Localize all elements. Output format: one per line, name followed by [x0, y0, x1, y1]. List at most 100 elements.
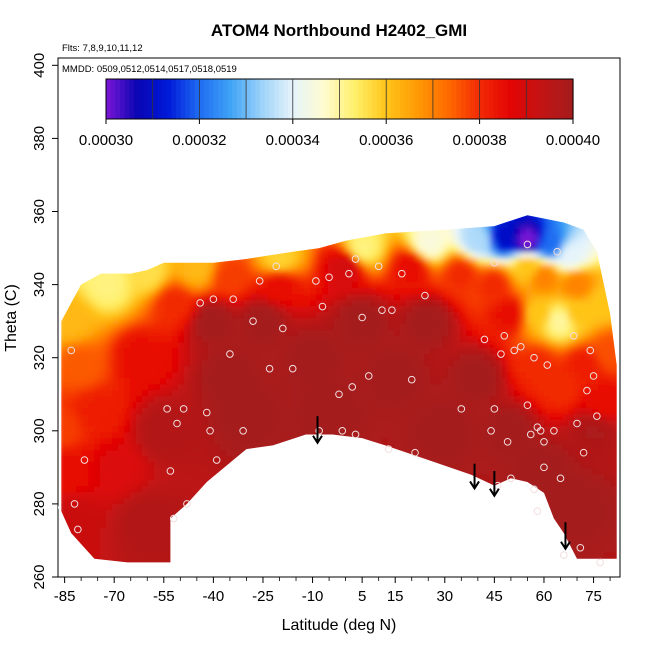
- field-cell: [298, 300, 305, 308]
- field-cell: [64, 288, 71, 296]
- field-cell: [172, 540, 179, 548]
- field-cell: [526, 240, 533, 248]
- field-cell: [238, 366, 245, 374]
- field-cell: [298, 570, 305, 577]
- field-cell: [64, 570, 71, 577]
- field-cell: [184, 480, 191, 488]
- field-cell: [154, 372, 161, 380]
- field-cell: [382, 372, 389, 380]
- field-cell: [112, 414, 119, 422]
- field-cell: [352, 450, 359, 458]
- field-cell: [484, 222, 491, 230]
- field-cell: [394, 510, 401, 518]
- field-cell: [418, 534, 425, 542]
- field-cell: [118, 528, 125, 536]
- field-cell: [508, 402, 515, 410]
- field-cell: [82, 468, 89, 476]
- field-cell: [328, 216, 335, 224]
- field-cell: [412, 312, 419, 320]
- field-cell: [430, 258, 437, 266]
- field-cell: [190, 402, 197, 410]
- field-cell: [322, 342, 329, 350]
- field-cell: [88, 468, 95, 476]
- field-cell: [448, 474, 455, 482]
- field-cell: [490, 324, 497, 332]
- field-cell: [472, 564, 479, 571]
- field-cell: [124, 312, 131, 320]
- field-cell: [448, 402, 455, 410]
- field-cell: [64, 564, 71, 571]
- field-cell: [364, 462, 371, 470]
- field-cell: [388, 216, 395, 224]
- field-cell: [502, 360, 509, 368]
- field-cell: [214, 552, 221, 560]
- field-cell: [262, 528, 269, 536]
- field-cell: [388, 516, 395, 524]
- field-cell: [364, 312, 371, 320]
- field-cell: [76, 390, 83, 398]
- field-cell: [262, 516, 269, 524]
- field-cell: [172, 534, 179, 542]
- field-cell: [520, 306, 527, 314]
- field-cell: [262, 264, 269, 272]
- field-cell: [136, 480, 143, 488]
- field-cell: [448, 498, 455, 506]
- field-cell: [448, 300, 455, 308]
- field-cell: [70, 396, 77, 404]
- field-cell: [214, 264, 221, 272]
- field-cell: [298, 438, 305, 446]
- field-cell: [112, 462, 119, 470]
- field-cell: [358, 414, 365, 422]
- field-cell: [496, 504, 503, 512]
- field-cell: [382, 402, 389, 410]
- field-cell: [196, 215, 203, 218]
- field-cell: [160, 246, 167, 254]
- field-cell: [148, 456, 155, 464]
- field-cell: [274, 402, 281, 410]
- field-cell: [232, 414, 239, 422]
- field-cell: [316, 420, 323, 428]
- field-cell: [496, 534, 503, 542]
- field-cell: [124, 450, 131, 458]
- field-cell: [526, 318, 533, 326]
- field-cell: [298, 540, 305, 548]
- field-cell: [442, 480, 449, 488]
- field-cell: [232, 462, 239, 470]
- field-cell: [310, 444, 317, 452]
- field-cell: [352, 504, 359, 512]
- field-cell: [220, 234, 227, 242]
- field-cell: [76, 510, 83, 518]
- field-cell: [190, 390, 197, 398]
- field-cell: [328, 552, 335, 560]
- field-cell: [184, 408, 191, 416]
- field-cell: [364, 330, 371, 338]
- field-cell: [256, 396, 263, 404]
- field-cell: [88, 300, 95, 308]
- field-cell: [448, 216, 455, 224]
- field-cell: [436, 288, 443, 296]
- field-cell: [268, 486, 275, 494]
- field-cell: [406, 498, 413, 506]
- field-cell: [334, 468, 341, 476]
- field-cell: [388, 246, 395, 254]
- field-cell: [322, 396, 329, 404]
- field-cell: [280, 276, 287, 284]
- field-cell: [370, 330, 377, 338]
- field-cell: [442, 528, 449, 536]
- field-cell: [94, 204, 101, 211]
- field-cell: [244, 522, 251, 530]
- field-cell: [316, 444, 323, 452]
- field-cell: [160, 282, 167, 290]
- field-cell: [196, 552, 203, 560]
- field-cell: [160, 258, 167, 266]
- field-cell: [460, 276, 467, 284]
- field-cell: [202, 354, 209, 362]
- field-cell: [286, 552, 293, 560]
- field-cell: [322, 510, 329, 518]
- field-cell: [406, 456, 413, 464]
- field-cell: [154, 480, 161, 488]
- field-cell: [274, 354, 281, 362]
- field-cell: [112, 264, 119, 272]
- field-cell: [460, 348, 467, 356]
- field-cell: [256, 222, 263, 230]
